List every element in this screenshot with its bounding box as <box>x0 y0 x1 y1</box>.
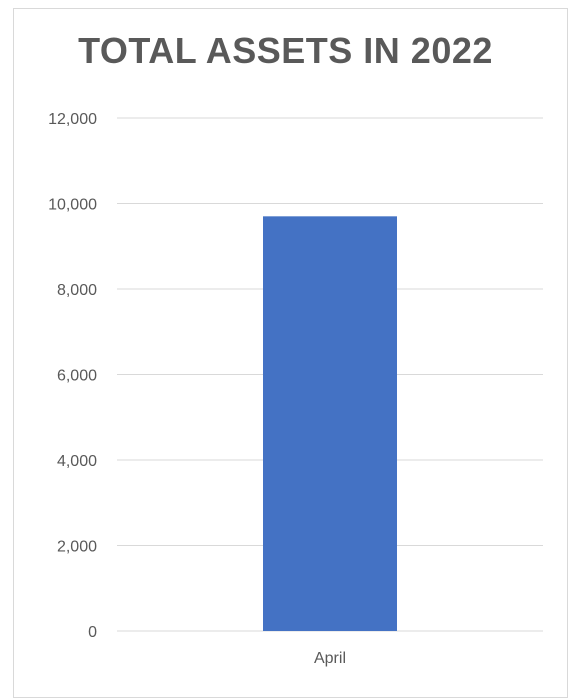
y-tick-label: 2,000 <box>57 539 97 556</box>
y-tick-label: 6,000 <box>57 368 97 385</box>
chart-title: TOTAL ASSETS IN 2022 <box>78 30 493 71</box>
x-tick-label: April <box>314 650 346 667</box>
y-tick-label: 12,000 <box>48 111 97 128</box>
x-axis-tick-labels: April <box>314 650 346 667</box>
y-tick-label: 0 <box>88 624 97 641</box>
y-tick-label: 4,000 <box>57 453 97 470</box>
y-axis-tick-labels: 0 2,000 4,000 6,000 8,000 10,000 12,000 <box>48 111 97 641</box>
bar-april <box>263 216 397 631</box>
y-tick-label: 8,000 <box>57 282 97 299</box>
y-tick-label: 10,000 <box>48 197 97 214</box>
bars <box>263 216 397 631</box>
bar-chart: 0 2,000 4,000 6,000 8,000 10,000 12,000 April <box>48 111 543 667</box>
